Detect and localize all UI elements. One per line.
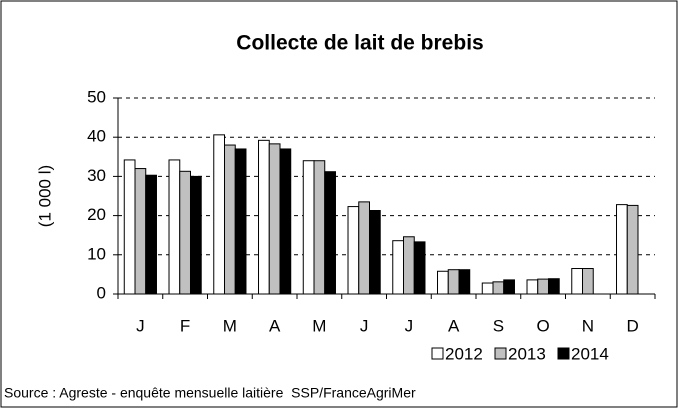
bar bbox=[179, 170, 191, 295]
y-tick-label: 30 bbox=[87, 166, 106, 185]
x-tick-label: F bbox=[180, 316, 190, 335]
bar bbox=[313, 160, 326, 295]
bar bbox=[189, 175, 202, 295]
y-axis-label: (1 000 l) bbox=[35, 165, 54, 227]
x-tick-label: M bbox=[223, 316, 237, 335]
bar bbox=[279, 148, 292, 295]
bar bbox=[481, 282, 494, 295]
y-tick-label: 0 bbox=[97, 283, 106, 302]
bar bbox=[347, 206, 360, 295]
legend-label: 2013 bbox=[508, 344, 546, 363]
bar bbox=[168, 159, 181, 295]
x-tick-label: M bbox=[312, 316, 326, 335]
x-tick-label: J bbox=[360, 316, 369, 335]
bar bbox=[626, 204, 639, 295]
x-tick-label: N bbox=[582, 316, 594, 335]
bar bbox=[268, 143, 281, 295]
bar bbox=[492, 281, 505, 295]
legend-swatch bbox=[431, 347, 444, 360]
x-tick-label: J bbox=[136, 316, 145, 335]
bar bbox=[258, 139, 270, 295]
bar bbox=[437, 270, 449, 295]
y-tick-label: 50 bbox=[87, 87, 106, 106]
bar bbox=[368, 210, 381, 295]
bar bbox=[234, 148, 247, 295]
bar bbox=[526, 279, 539, 295]
bar bbox=[616, 204, 628, 295]
bar bbox=[358, 201, 370, 295]
x-tick-label: S bbox=[493, 316, 504, 335]
bar bbox=[123, 159, 136, 295]
legend-label: 2012 bbox=[445, 344, 483, 363]
bar bbox=[302, 160, 315, 295]
source-note: Source : Agreste - enquête mensuelle lai… bbox=[4, 385, 416, 401]
chart-title: Collecte de lait de brebis bbox=[236, 32, 483, 55]
x-tick-label: D bbox=[626, 316, 638, 335]
bar bbox=[213, 134, 226, 295]
y-tick-label: 40 bbox=[87, 127, 106, 146]
legend-swatch bbox=[557, 347, 570, 360]
y-tick-label: 10 bbox=[87, 244, 106, 263]
bar bbox=[413, 241, 426, 295]
bar bbox=[447, 269, 460, 295]
bar bbox=[571, 268, 584, 295]
bar bbox=[537, 278, 549, 295]
legend-swatch bbox=[494, 347, 507, 360]
bar bbox=[224, 144, 236, 295]
legend-label: 2014 bbox=[571, 344, 609, 363]
bar bbox=[503, 279, 515, 295]
x-tick-label: A bbox=[448, 316, 460, 335]
x-tick-label: A bbox=[269, 316, 281, 335]
bar bbox=[403, 236, 415, 295]
bar bbox=[582, 268, 594, 295]
bar bbox=[547, 278, 560, 295]
x-tick-label: J bbox=[405, 316, 414, 335]
bar bbox=[324, 171, 336, 295]
x-tick-label: O bbox=[537, 316, 550, 335]
y-tick-label: 20 bbox=[87, 205, 106, 224]
bar bbox=[392, 240, 405, 295]
bar bbox=[145, 174, 157, 295]
bar bbox=[134, 168, 147, 295]
bar bbox=[458, 269, 471, 295]
